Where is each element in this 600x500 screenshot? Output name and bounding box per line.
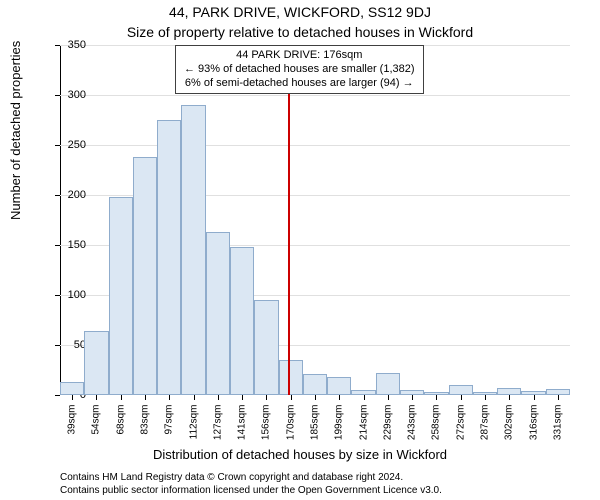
histogram-bar xyxy=(109,197,133,395)
xtick-label: 272sqm xyxy=(455,405,466,455)
histogram-bar xyxy=(546,389,570,395)
xtick-label: 331sqm xyxy=(552,405,563,455)
ytick-label: 250 xyxy=(46,139,86,151)
xtick-mark xyxy=(315,395,316,400)
histogram-bar xyxy=(206,232,230,395)
histogram-bar xyxy=(424,392,448,395)
ytick-label: 50 xyxy=(46,339,86,351)
histogram-bar xyxy=(449,385,473,395)
xtick-mark xyxy=(266,395,267,400)
xtick-label: 214sqm xyxy=(358,405,369,455)
y-axis-label: Number of detached properties xyxy=(8,41,23,220)
annotation-line2: ← 93% of detached houses are smaller (1,… xyxy=(184,63,415,77)
histogram-bar xyxy=(521,391,545,395)
xtick-mark xyxy=(388,395,389,400)
xtick-label: 127sqm xyxy=(212,405,223,455)
xtick-label: 112sqm xyxy=(188,405,199,455)
histogram-bar xyxy=(60,382,84,395)
page-title: 44, PARK DRIVE, WICKFORD, SS12 9DJ xyxy=(0,4,600,20)
xtick-mark xyxy=(461,395,462,400)
xtick-mark xyxy=(339,395,340,400)
xtick-label: 287sqm xyxy=(480,405,491,455)
chart-title: Size of property relative to detached ho… xyxy=(0,24,600,40)
histogram-bar xyxy=(133,157,157,395)
xtick-label: 185sqm xyxy=(310,405,321,455)
ytick-label: 200 xyxy=(46,189,86,201)
xtick-label: 170sqm xyxy=(285,405,296,455)
histogram-bar xyxy=(473,392,497,395)
ytick-label: 100 xyxy=(46,289,86,301)
xtick-label: 316sqm xyxy=(528,405,539,455)
xtick-label: 258sqm xyxy=(431,405,442,455)
annotation-box: 44 PARK DRIVE: 176sqm ← 93% of detached … xyxy=(175,45,424,94)
histogram-bar xyxy=(303,374,327,395)
histogram-bar xyxy=(400,390,424,395)
xtick-label: 68sqm xyxy=(115,405,126,455)
xtick-mark xyxy=(364,395,365,400)
footer-copyright: Contains HM Land Registry data © Crown c… xyxy=(60,472,403,483)
histogram-bar xyxy=(497,388,521,395)
ytick-label: 300 xyxy=(46,89,86,101)
xtick-mark xyxy=(218,395,219,400)
xtick-label: 302sqm xyxy=(504,405,515,455)
xtick-mark xyxy=(509,395,510,400)
annotation-line3: 6% of semi-detached houses are larger (9… xyxy=(184,77,415,91)
histogram-plot xyxy=(60,45,570,395)
xtick-label: 243sqm xyxy=(407,405,418,455)
xtick-mark xyxy=(485,395,486,400)
xtick-mark xyxy=(194,395,195,400)
ytick-label: 150 xyxy=(46,239,86,251)
gridline xyxy=(60,95,570,96)
xtick-mark xyxy=(534,395,535,400)
xtick-label: 39sqm xyxy=(67,405,78,455)
gridline xyxy=(60,145,570,146)
ytick-label: 350 xyxy=(46,39,86,51)
xtick-label: 141sqm xyxy=(237,405,248,455)
histogram-bar xyxy=(279,360,303,395)
chart-container: 44, PARK DRIVE, WICKFORD, SS12 9DJ Size … xyxy=(0,0,600,500)
histogram-bar xyxy=(181,105,205,395)
histogram-bar xyxy=(157,120,181,395)
histogram-bar xyxy=(351,390,375,395)
xtick-mark xyxy=(145,395,146,400)
xtick-mark xyxy=(291,395,292,400)
xtick-label: 54sqm xyxy=(91,405,102,455)
histogram-bar xyxy=(230,247,254,395)
reference-line xyxy=(288,57,290,395)
xtick-label: 156sqm xyxy=(261,405,272,455)
xtick-label: 97sqm xyxy=(164,405,175,455)
xtick-mark xyxy=(412,395,413,400)
histogram-bar xyxy=(254,300,278,395)
histogram-bar xyxy=(327,377,351,395)
xtick-label: 199sqm xyxy=(334,405,345,455)
xtick-label: 83sqm xyxy=(140,405,151,455)
histogram-bar xyxy=(84,331,108,395)
footer-license: Contains public sector information licen… xyxy=(60,485,442,496)
xtick-mark xyxy=(242,395,243,400)
xtick-mark xyxy=(169,395,170,400)
xtick-mark xyxy=(96,395,97,400)
xtick-mark xyxy=(436,395,437,400)
annotation-line1: 44 PARK DRIVE: 176sqm xyxy=(184,49,415,63)
xtick-mark xyxy=(121,395,122,400)
xtick-mark xyxy=(558,395,559,400)
xtick-label: 229sqm xyxy=(382,405,393,455)
histogram-bar xyxy=(376,373,400,395)
